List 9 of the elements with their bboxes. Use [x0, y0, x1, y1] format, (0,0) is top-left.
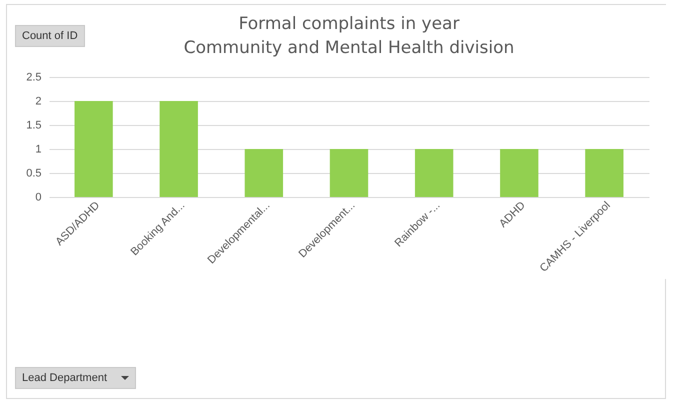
y-tick-label: 2: [35, 96, 42, 108]
y-tick-label: 1: [35, 144, 42, 156]
y-tick-label: 1.5: [26, 120, 42, 132]
text: Count of ID: [15, 25, 85, 47]
y-tick-label: 2.5: [26, 72, 42, 84]
y-tick-label: 0.5: [26, 168, 42, 180]
chart-title: Formal complaints in year Community and Mental Health division: [184, 14, 514, 58]
text: Lead Department: [22, 372, 107, 384]
y-tick-label: 0: [35, 192, 42, 204]
